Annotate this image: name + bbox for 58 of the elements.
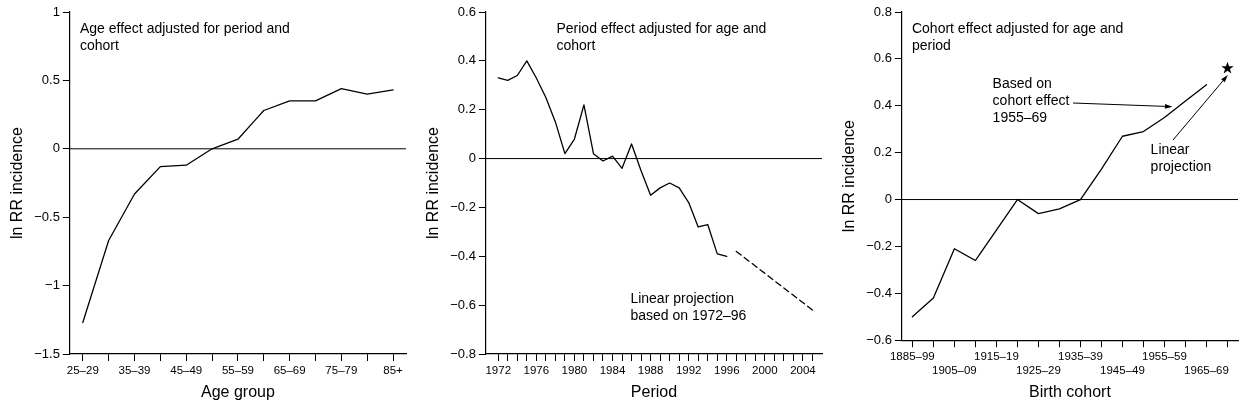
x-axis-title: Age group <box>201 382 275 400</box>
x-tick-label: 1992 <box>675 364 702 377</box>
y-axis-title: ln RR incidence <box>8 126 26 240</box>
x-tick-label: 1915–19 <box>974 350 1019 363</box>
x-tick-label: 2000 <box>752 364 778 377</box>
y-tick-label: −0.2 <box>866 238 892 254</box>
y-axis-title: ln RR incidence <box>424 126 442 240</box>
x-tick-label: 25–29 <box>66 364 99 377</box>
x-tick-label: 2004 <box>790 364 817 377</box>
x-tick-label: 1984 <box>599 364 626 377</box>
text: Age effect adjusted for period and cohort <box>79 20 290 54</box>
annotation: Linear projection based on 1972–96 <box>630 290 747 324</box>
y-tick-label: −0.8 <box>450 345 476 361</box>
y-tick-label: 0 <box>468 150 476 166</box>
x-tick-label: 45–49 <box>170 364 203 377</box>
x-tick-label: 55–59 <box>221 364 254 377</box>
x-axis-title: Birth cohort <box>1029 382 1112 400</box>
y-tick-label: 0.8 <box>873 3 892 19</box>
y-tick-label: 0.4 <box>873 97 892 113</box>
x-tick-label: 1905–09 <box>931 364 977 377</box>
y-tick-label: 0.6 <box>873 50 892 66</box>
x-tick-label: 1925–29 <box>1016 364 1061 377</box>
y-axis-title: ln RR incidence <box>840 119 858 233</box>
x-axis-title: Period <box>630 382 678 400</box>
y-tick-label: −0.4 <box>866 284 892 300</box>
x-tick-label: 1988 <box>637 364 664 377</box>
y-tick-label: −0.4 <box>450 247 476 263</box>
x-tick-label: 1945–49 <box>1100 364 1145 377</box>
x-tick-label: 35–39 <box>118 364 151 377</box>
x-tick-label: 1935–39 <box>1058 350 1103 363</box>
y-tick-label: −1 <box>45 277 60 293</box>
y-tick-label: 0.2 <box>873 144 892 160</box>
x-tick-label: 1976 <box>523 364 550 377</box>
y-tick-label: 0 <box>884 191 892 207</box>
x-tick-label: 65–69 <box>273 364 306 377</box>
annotation: Linear projection <box>1150 141 1212 175</box>
annotation: Based on cohort effect 1955–69 <box>992 75 1070 126</box>
text: Cohort effect adjusted for age and period <box>911 19 1124 53</box>
y-tick-label: 0 <box>52 140 60 156</box>
y-tick-label: 0.2 <box>457 101 476 117</box>
x-tick-label: 85+ <box>383 364 404 377</box>
x-tick-label: 1965–69 <box>1184 364 1229 377</box>
y-tick-label: −0.2 <box>450 199 476 215</box>
y-tick-label: 1 <box>52 3 60 19</box>
x-tick-label: 75–79 <box>325 364 358 377</box>
y-tick-label: −1.5 <box>34 345 60 361</box>
y-tick-label: 0.4 <box>457 52 476 68</box>
x-tick-label: 1980 <box>561 364 588 377</box>
x-tick-label: 1955–59 <box>1142 350 1187 363</box>
y-tick-label: −0.6 <box>866 331 892 347</box>
y-tick-label: −0.6 <box>450 296 476 312</box>
x-tick-label: 1972 <box>485 364 512 377</box>
y-tick-label: −0.5 <box>34 208 60 224</box>
y-tick-label: 0.6 <box>457 3 476 19</box>
y-tick-label: 0.5 <box>41 71 60 87</box>
x-tick-label: 1885–99 <box>889 350 935 363</box>
x-tick-label: 1996 <box>713 364 740 377</box>
text: Period effect adjusted for age and cohort <box>556 20 767 54</box>
